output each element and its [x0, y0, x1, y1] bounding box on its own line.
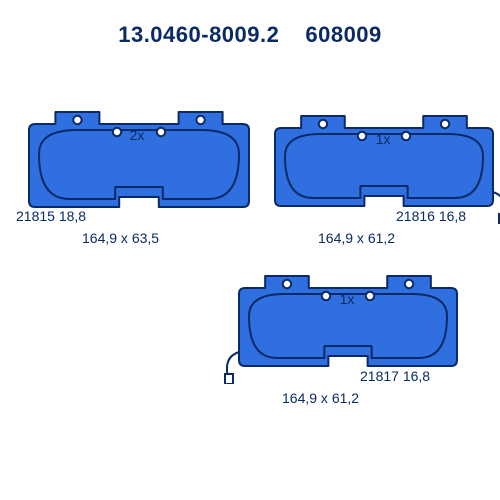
- pad-B: 1x: [260, 108, 500, 224]
- header-text: 13.0460-8009.2 608009: [118, 22, 382, 47]
- pad-A-code: 21815 18,8: [16, 208, 86, 224]
- diagram-stage: 2x 21815 18,8164,9 x 63,5 1x 21816 16,81…: [0, 58, 500, 500]
- pad-C-code: 21817 16,8: [360, 368, 430, 384]
- pad-C: 1x: [224, 268, 472, 384]
- svg-text:1x: 1x: [376, 131, 391, 147]
- pad-B-dims: 164,9 x 61,2: [318, 230, 395, 246]
- pad-A-dims: 164,9 x 63,5: [82, 230, 159, 246]
- svg-text:1x: 1x: [340, 291, 355, 307]
- pad-A: 2x: [14, 104, 264, 225]
- short-code: 608009: [305, 22, 381, 47]
- pad-B-code: 21816 16,8: [396, 208, 466, 224]
- pad-C-dims: 164,9 x 61,2: [282, 390, 359, 406]
- svg-text:2x: 2x: [130, 127, 145, 143]
- part-number: 13.0460-8009.2: [118, 22, 279, 47]
- header: 13.0460-8009.2 608009: [0, 0, 500, 56]
